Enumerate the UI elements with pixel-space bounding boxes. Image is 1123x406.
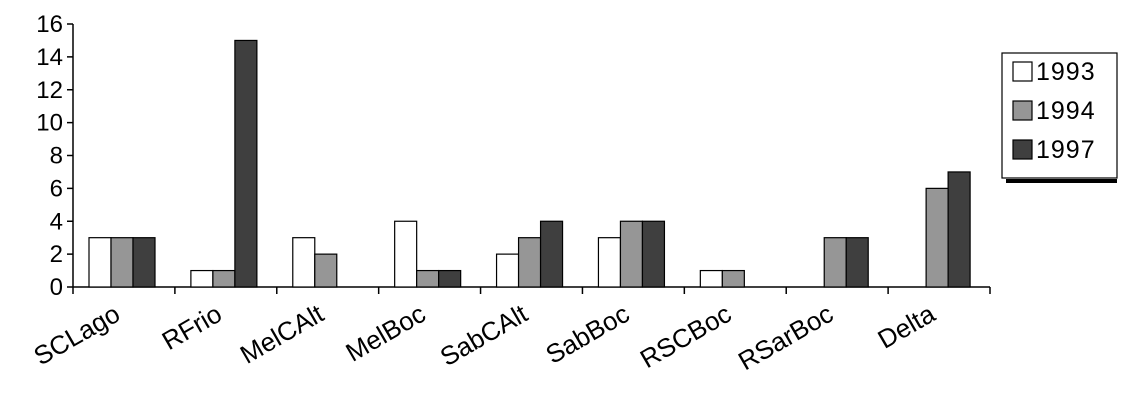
legend-label-1994: 1994: [1036, 97, 1096, 125]
y-tick-label: 12: [36, 77, 63, 104]
x-tick-label: RFrio: [157, 298, 227, 356]
legend: 1993 1994 1997: [1001, 52, 1118, 183]
x-tick-label: SabBoc: [540, 298, 634, 370]
y-tick-label: 0: [50, 274, 63, 301]
x-tick-label: SabCAlt: [435, 298, 533, 372]
bar-1997-melboc: [438, 269, 462, 288]
bar-1993-sabcalt: [495, 253, 520, 288]
bar-1997-rfrio: [234, 39, 258, 288]
bar-1994-rfrio: [212, 269, 236, 288]
legend-swatch-1994: [1012, 100, 1033, 121]
y-tick-label: 16: [36, 11, 63, 38]
bar-1997-sabcalt: [539, 220, 564, 288]
bar-1993-melboc: [394, 220, 418, 288]
bar-1993-sabboc: [597, 237, 622, 288]
bar-1997-sclago: [132, 237, 156, 288]
bar-1993-melcalt: [292, 237, 316, 288]
bar-1994-sclago: [110, 237, 134, 288]
y-tick-label: 8: [50, 143, 63, 170]
bar-1994-delta: [925, 187, 949, 288]
bar-1994-sabcalt: [517, 237, 542, 288]
x-tick-label: SCLago: [29, 298, 125, 371]
bar-1993-sclago: [88, 237, 112, 288]
x-tick-label: RSCBoc: [635, 298, 736, 374]
x-tick-label: MelCAlt: [235, 298, 329, 370]
bar-1994-sabboc: [619, 220, 644, 288]
y-tick-labels: 0 2 4 6 8 10 12 14 16: [36, 11, 63, 301]
x-tick-label: MelBoc: [340, 298, 430, 367]
y-tick-label: 14: [36, 44, 63, 71]
bar-1993-rfrio: [190, 269, 214, 288]
y-tick-label: 10: [36, 110, 63, 137]
bar-1994-melcalt: [314, 253, 338, 288]
x-tick-label: RSarBoc: [733, 298, 838, 376]
x-tick-labels: SCLago RFrio MelCAlt MelBoc SabCAlt SabBoc RSC…: [29, 298, 941, 376]
bar-1994-rscboc: [721, 269, 745, 288]
legend-swatch-1997: [1012, 139, 1033, 160]
x-tick-label: Delta: [872, 298, 940, 355]
y-tick-label: 4: [50, 208, 63, 235]
bar-1994-rsarboc: [823, 237, 847, 288]
bar-1997-sabboc: [641, 220, 666, 288]
legend-swatch-1993: [1012, 61, 1033, 82]
y-tick-label: 2: [50, 241, 63, 268]
bar-1997-delta: [947, 171, 971, 288]
legend-label-1993: 1993: [1036, 58, 1096, 86]
bar-1993-rscboc: [699, 269, 723, 288]
y-tick-label: 6: [50, 175, 63, 202]
bar-1994-melboc: [416, 269, 440, 288]
bar-1997-rsarboc: [845, 237, 869, 288]
legend-label-1997: 1997: [1036, 136, 1096, 164]
bars: [88, 39, 971, 288]
